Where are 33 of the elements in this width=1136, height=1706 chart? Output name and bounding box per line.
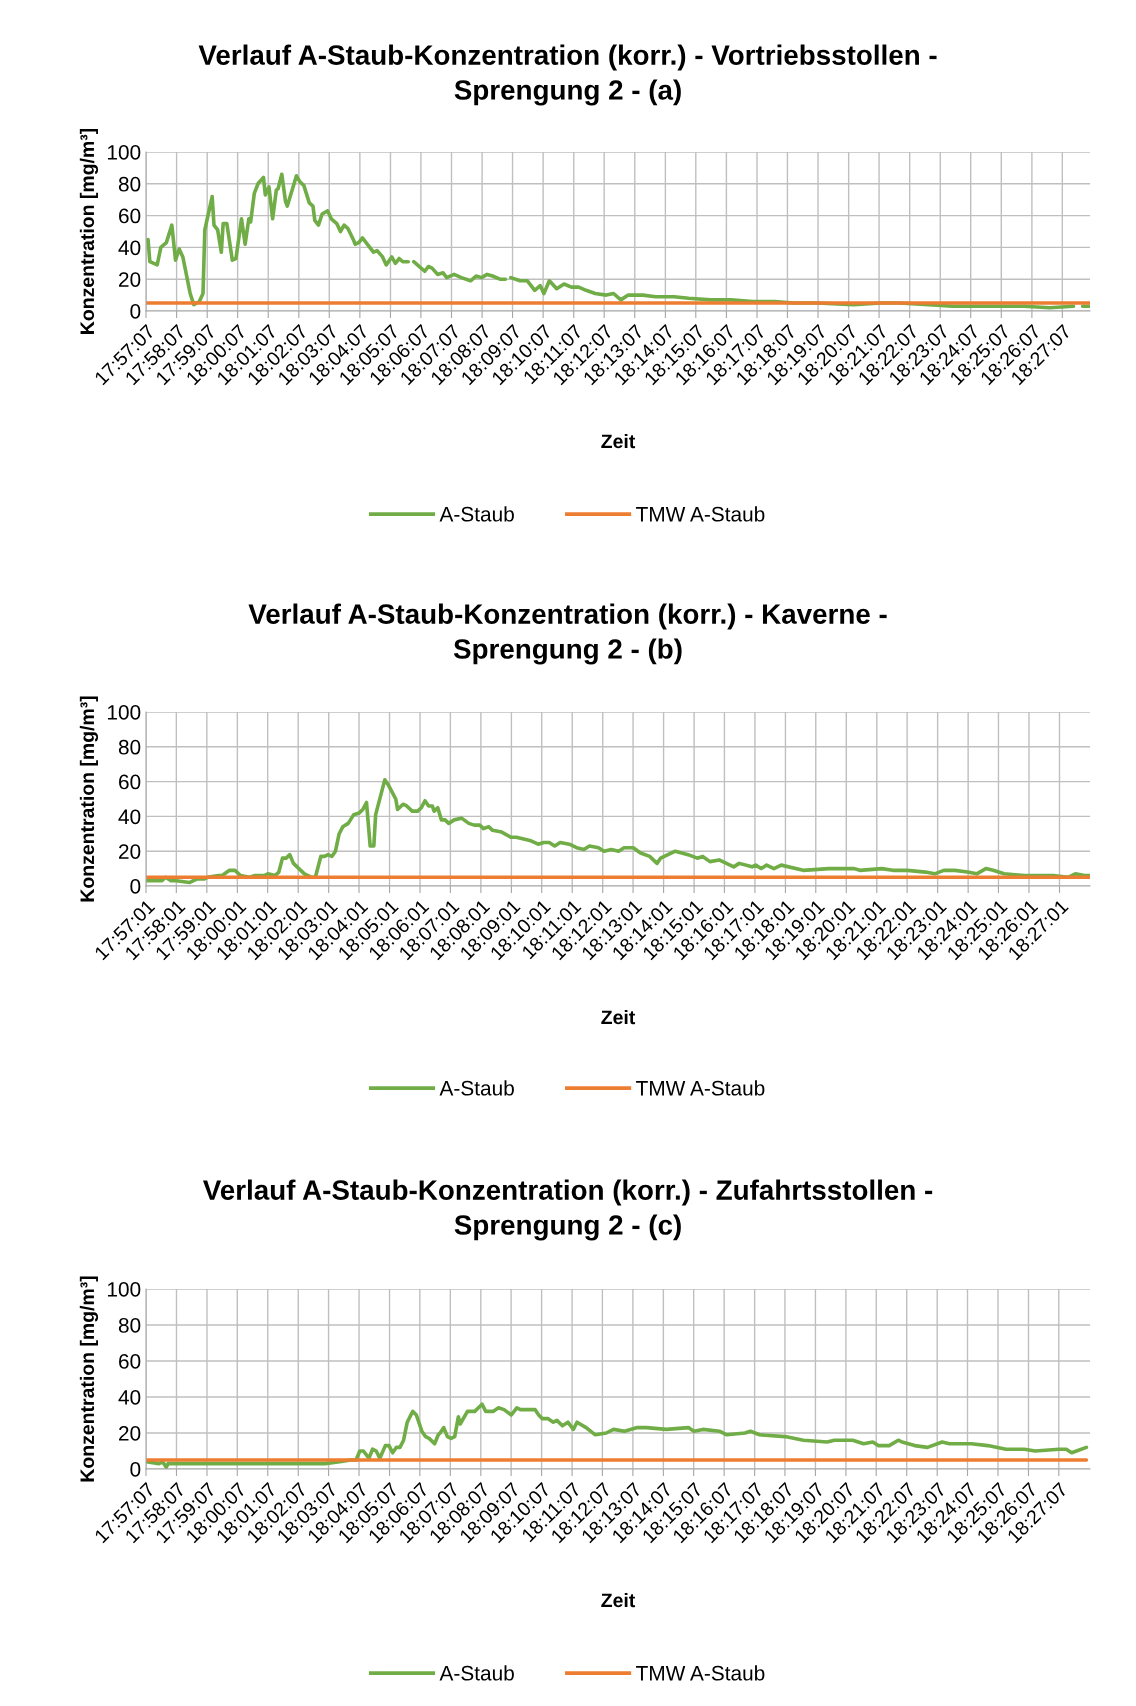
y-tick-label: 0 <box>130 1462 141 1477</box>
y-axis-title: Konzentration [mg/m³] <box>79 128 99 334</box>
y-tick-label: 100 <box>107 145 141 160</box>
y-tick-label: 80 <box>118 176 141 192</box>
y-tick-label: 100 <box>107 705 141 720</box>
y-tick-label: 40 <box>118 1390 141 1405</box>
legend-label: A-Staub <box>439 506 514 522</box>
chart-title: Verlauf A-Staub-Konzentration (korr.) - Kaverne - Sprengung 2 - (b) <box>248 603 887 665</box>
y-tick-label: 80 <box>118 1318 141 1333</box>
legend-label: TMW A-Staub <box>636 1080 765 1096</box>
legend-label: TMW A-Staub <box>636 1665 765 1681</box>
y-tick-label: 60 <box>119 208 141 224</box>
y-tick-label: 60 <box>119 774 141 790</box>
legend-label: TMW A-Staub <box>636 506 765 522</box>
y-tick-label: 60 <box>119 1354 141 1369</box>
y-tick-label: 100 <box>107 1282 141 1297</box>
x-axis-title: Zeit <box>601 433 636 449</box>
y-tick-label: 40 <box>118 240 141 256</box>
y-tick-label: 40 <box>118 809 141 825</box>
y-tick-label: 20 <box>119 1426 141 1441</box>
y-axis-title: Konzentration [mg/m³] <box>79 696 99 902</box>
x-axis-title: Zeit <box>601 1592 636 1608</box>
y-tick-label: 0 <box>130 304 141 319</box>
x-axis-title: Zeit <box>601 1009 636 1025</box>
y-tick-label: 20 <box>119 844 141 859</box>
y-tick-label: 80 <box>118 739 141 755</box>
y-tick-label: 0 <box>130 879 141 894</box>
legend-label: A-Staub <box>439 1665 514 1681</box>
y-tick-label: 20 <box>119 272 141 287</box>
chart-title: Verlauf A-Staub-Konzentration (korr.) - Vortriebsstollen - Sprengung 2 - (a) <box>198 44 937 106</box>
legend-label: A-Staub <box>439 1080 514 1096</box>
y-axis-title: Konzentration [mg/m³] <box>79 1276 99 1482</box>
chart-title: Verlauf A-Staub-Konzentration (korr.) - Zufahrtsstollen - Sprengung 2 - (c) <box>202 1179 933 1241</box>
